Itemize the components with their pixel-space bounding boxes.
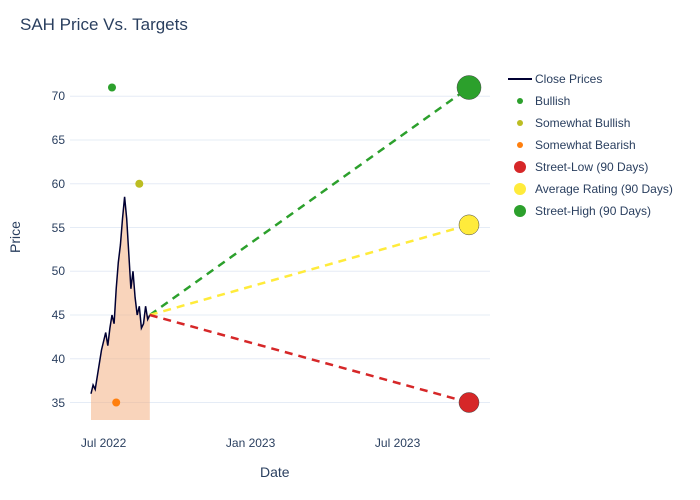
legend-label: Somewhat Bullish: [535, 116, 630, 130]
legend-item: Street-High (90 Days): [505, 202, 673, 220]
y-tick: 60: [40, 177, 65, 191]
x-tick: Jul 2022: [81, 436, 126, 450]
y-tick: 65: [40, 133, 65, 147]
legend-symbol: [505, 120, 535, 126]
legend-label: Street-Low (90 Days): [535, 160, 648, 174]
legend-item: Somewhat Bearish: [505, 136, 673, 154]
legend-item: Somewhat Bullish: [505, 114, 673, 132]
legend-symbol: [505, 142, 535, 148]
y-tick: 45: [40, 308, 65, 322]
legend-label: Street-High (90 Days): [535, 204, 651, 218]
legend: Close Prices Bullish Somewhat Bullish Somew…: [505, 70, 673, 224]
legend-item: Street-Low (90 Days): [505, 158, 673, 176]
y-tick: 55: [40, 221, 65, 235]
legend-item: Average Rating (90 Days): [505, 180, 673, 198]
legend-symbol: [505, 161, 535, 173]
legend-symbol: [505, 78, 535, 80]
x-tick: Jan 2023: [226, 436, 275, 450]
y-tick: 70: [40, 89, 65, 103]
y-tick: 35: [40, 396, 65, 410]
legend-item: Bullish: [505, 92, 673, 110]
legend-label: Somewhat Bearish: [535, 138, 636, 152]
legend-label: Bullish: [535, 94, 570, 108]
legend-symbol: [505, 183, 535, 195]
legend-label: Average Rating (90 Days): [535, 182, 673, 196]
chart-container: SAH Price Vs. Targets Price Date 3540455…: [0, 0, 700, 500]
y-tick: 40: [40, 352, 65, 366]
x-tick: Jul 2023: [375, 436, 420, 450]
legend-item: Close Prices: [505, 70, 673, 88]
legend-symbol: [505, 205, 535, 217]
legend-label: Close Prices: [535, 72, 602, 86]
y-tick: 50: [40, 264, 65, 278]
legend-symbol: [505, 98, 535, 104]
